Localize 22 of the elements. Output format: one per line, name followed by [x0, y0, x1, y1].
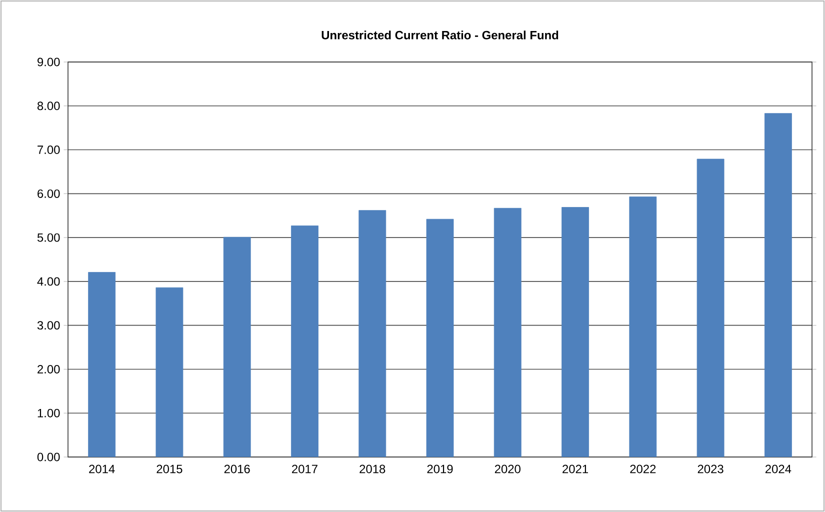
x-tick-label: 2020 — [494, 464, 520, 474]
chart-title: Unrestricted Current Ratio - General Fund — [322, 30, 558, 40]
y-tick-label: 7.00 — [38, 146, 60, 154]
x-tick-label: 2023 — [698, 464, 724, 474]
x-tick-label: 2014 — [89, 464, 115, 474]
y-tick-label: 0.00 — [37, 452, 60, 462]
x-tick-label: 2021 — [562, 464, 588, 474]
y-tick-label: 8.00 — [37, 102, 60, 110]
y-tick-label: 5.00 — [37, 233, 60, 242]
x-tick-label: 2018 — [360, 464, 386, 474]
x-tick-label: 2019 — [427, 464, 453, 474]
y-tick-label: 3.00 — [37, 321, 60, 330]
x-tick-label: 2016 — [224, 464, 250, 474]
y-tick-label: 6.00 — [38, 189, 60, 198]
y-tick-label: 4.00 — [37, 277, 60, 286]
x-tick-label: 2022 — [630, 464, 656, 474]
x-tick-label: 2024 — [765, 464, 792, 474]
y-tick-label: 2.00 — [38, 364, 60, 374]
y-tick-label: 9.00 — [38, 58, 60, 66]
x-tick-label: 2015 — [156, 464, 182, 474]
y-tick-label: 1.00 — [38, 408, 60, 418]
x-tick-label: 2017 — [292, 464, 318, 474]
